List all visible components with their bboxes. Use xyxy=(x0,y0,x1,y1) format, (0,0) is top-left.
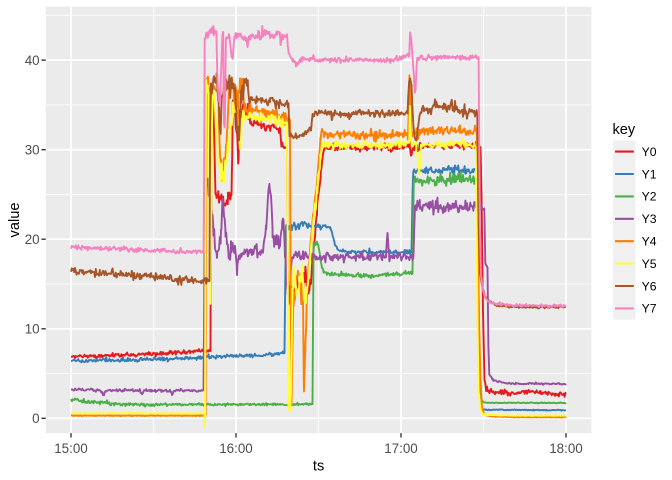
svg-text:0: 0 xyxy=(32,411,39,426)
svg-text:Y2: Y2 xyxy=(642,190,657,204)
svg-text:Y5: Y5 xyxy=(642,257,657,271)
svg-text:Y0: Y0 xyxy=(642,145,657,159)
svg-text:key: key xyxy=(613,122,636,138)
svg-text:17:00: 17:00 xyxy=(384,441,418,456)
svg-text:Y1: Y1 xyxy=(642,167,657,181)
svg-text:Y6: Y6 xyxy=(642,279,657,293)
svg-text:ts: ts xyxy=(313,458,324,474)
svg-text:Y4: Y4 xyxy=(642,235,657,249)
svg-text:10: 10 xyxy=(25,321,40,336)
svg-text:40: 40 xyxy=(25,53,40,68)
svg-text:16:00: 16:00 xyxy=(219,441,253,456)
svg-text:30: 30 xyxy=(25,142,40,157)
svg-text:Y7: Y7 xyxy=(642,302,657,316)
svg-text:Y3: Y3 xyxy=(642,212,657,226)
svg-text:20: 20 xyxy=(25,232,40,247)
svg-text:15:00: 15:00 xyxy=(54,441,88,456)
svg-text:18:00: 18:00 xyxy=(549,441,583,456)
svg-text:value: value xyxy=(7,203,23,238)
